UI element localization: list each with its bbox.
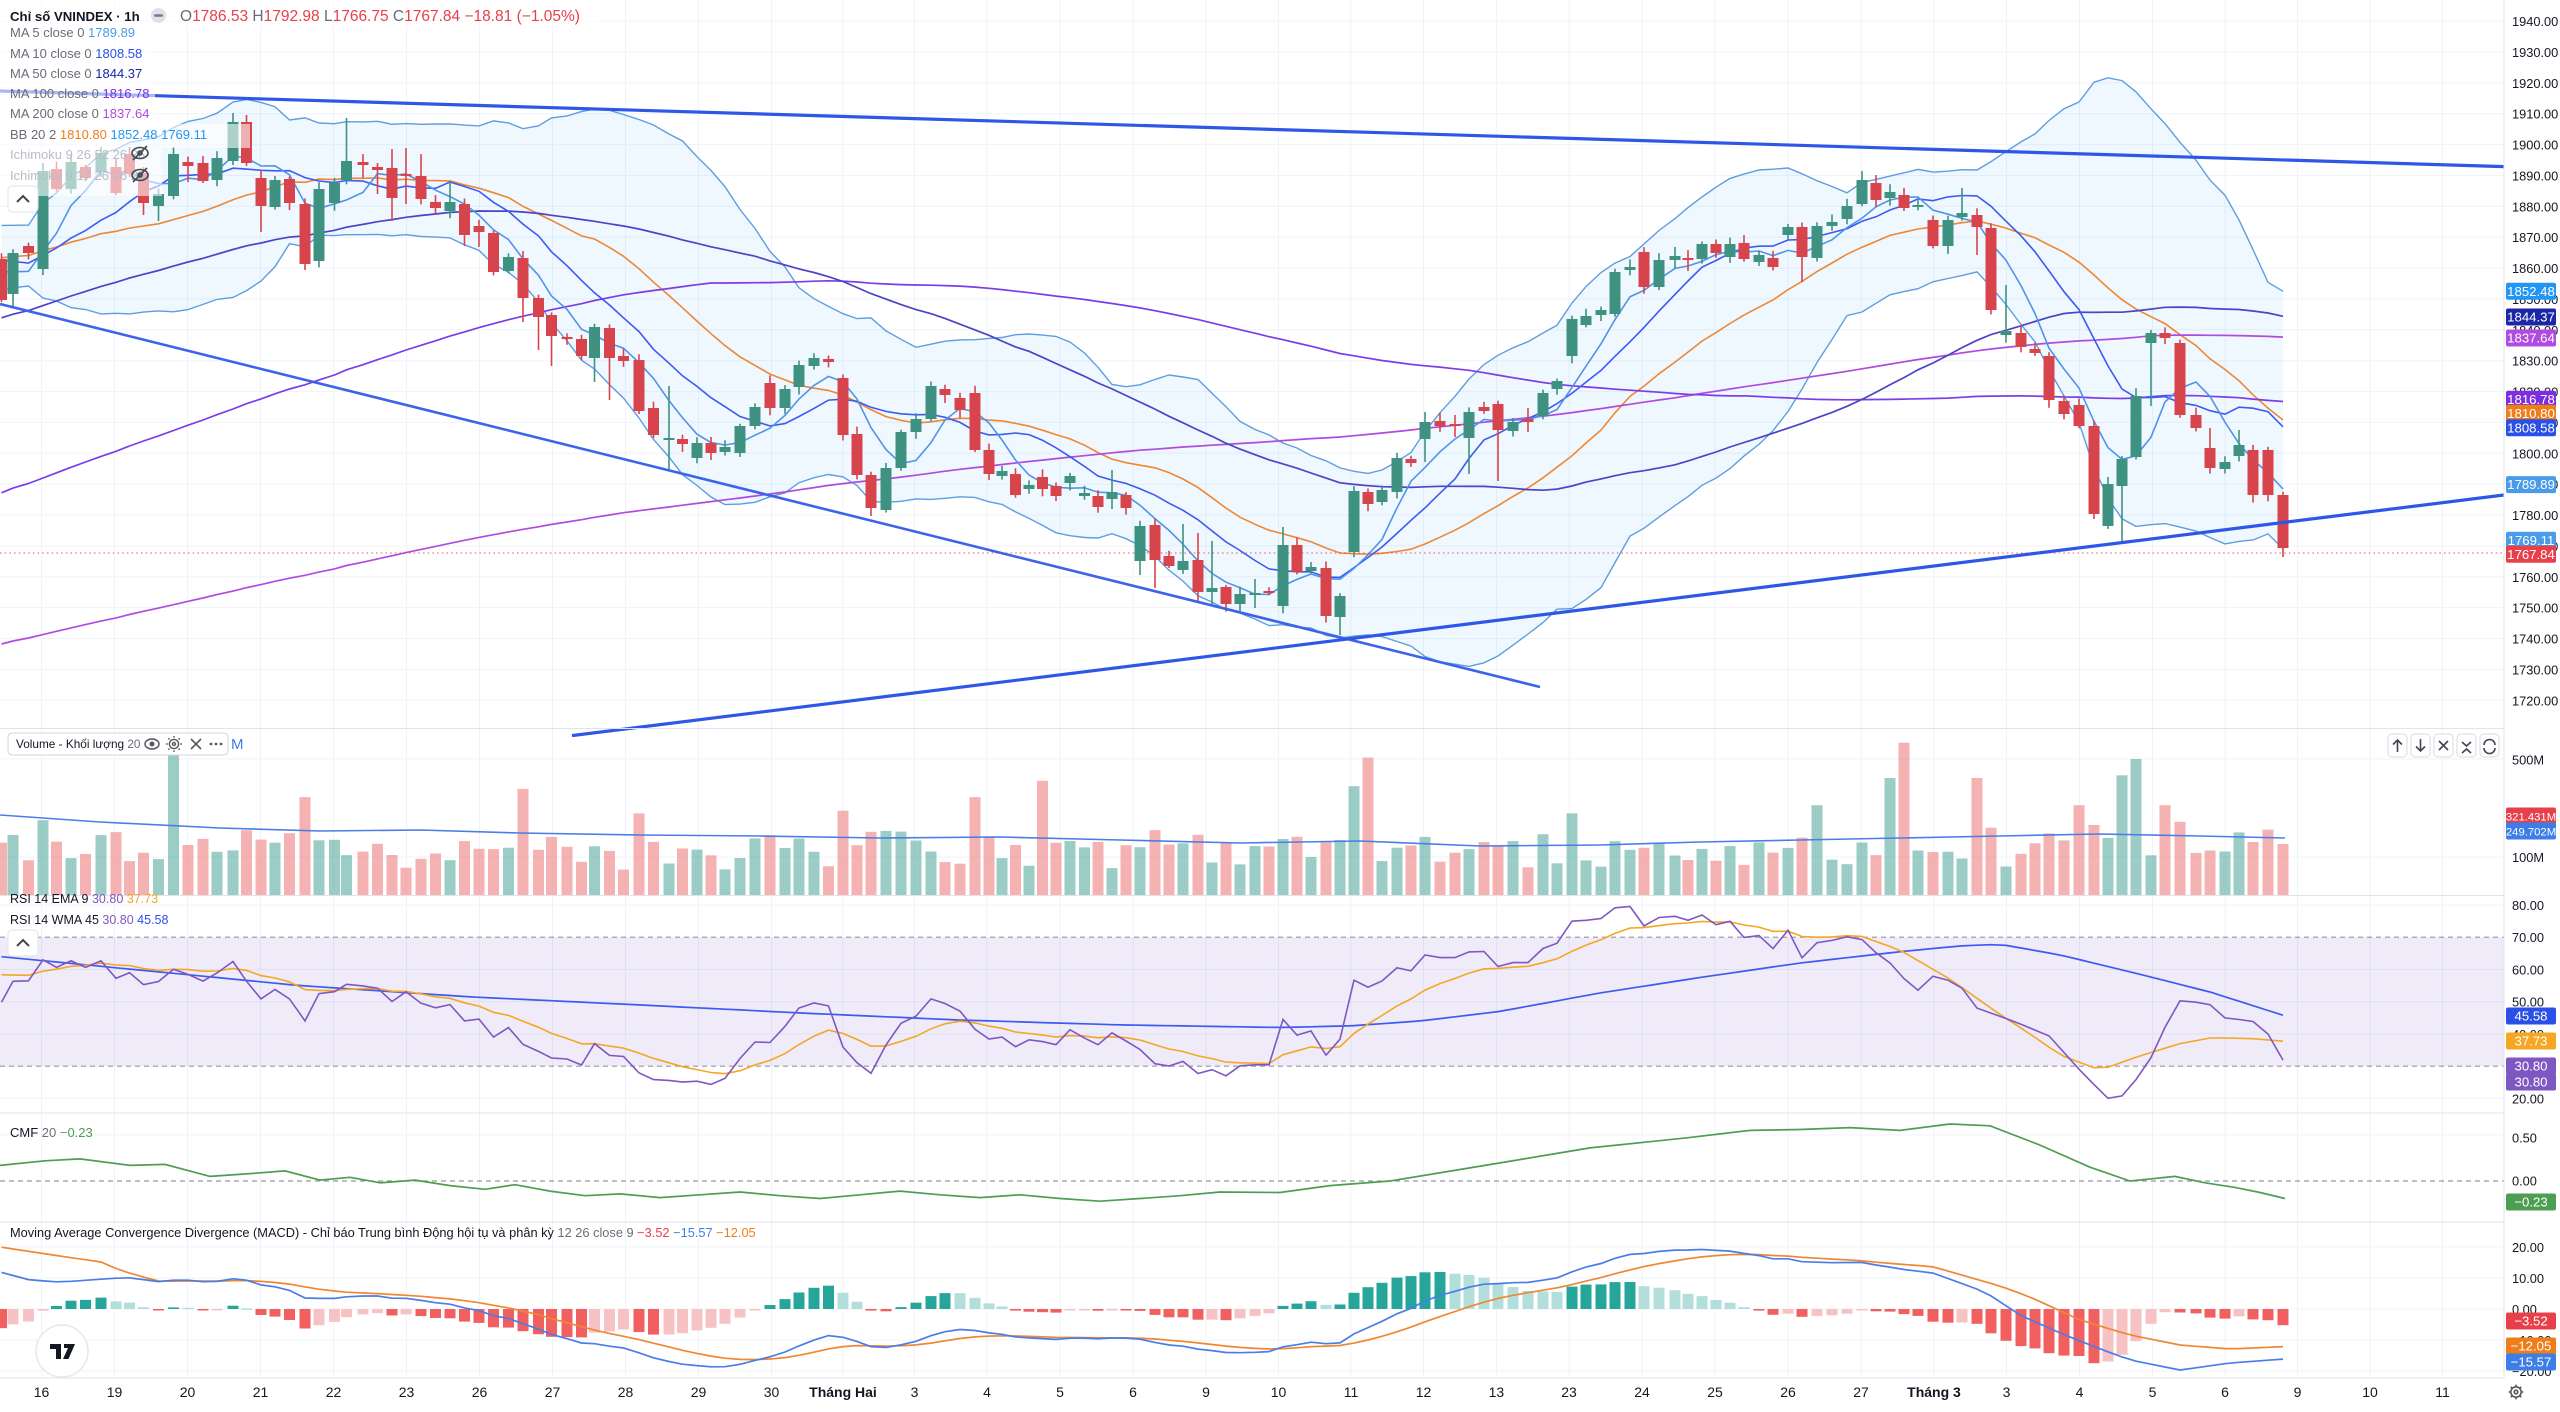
svg-text:Ichimoku 9 17 26 26 26: Ichimoku 9 17 26 26 26: [10, 168, 145, 183]
svg-text:1760.00: 1760.00: [2512, 570, 2558, 585]
svg-text:1844.37: 1844.37: [2507, 310, 2555, 325]
svg-text:1800.00: 1800.00: [2512, 446, 2558, 461]
svg-text:11: 11: [2435, 1384, 2450, 1400]
svg-text:Chỉ số VNINDEX · 1h: Chỉ số VNINDEX · 1h: [10, 9, 140, 24]
svg-text:16: 16: [34, 1384, 50, 1400]
svg-text:−12.05: −12.05: [2511, 1339, 2552, 1354]
svg-text:1730.00: 1730.00: [2512, 662, 2558, 677]
svg-text:RSI 14 WMA 45 30.80 45.58: RSI 14 WMA 45 30.80 45.58: [10, 913, 168, 927]
svg-text:5: 5: [2149, 1384, 2157, 1400]
svg-text:29: 29: [691, 1384, 707, 1400]
svg-text:500M: 500M: [2512, 753, 2544, 768]
svg-text:1920.00: 1920.00: [2512, 76, 2558, 91]
svg-text:9: 9: [1202, 1384, 1210, 1400]
svg-text:1837.64: 1837.64: [2507, 331, 2555, 346]
svg-text:5: 5: [1056, 1384, 1064, 1400]
svg-text:26: 26: [1780, 1384, 1796, 1400]
svg-text:22: 22: [326, 1384, 342, 1400]
svg-text:13: 13: [1489, 1384, 1505, 1400]
svg-text:26: 26: [472, 1384, 488, 1400]
svg-text:1880.00: 1880.00: [2512, 199, 2558, 214]
svg-text:25: 25: [1707, 1384, 1723, 1400]
svg-text:0.00: 0.00: [2512, 1174, 2537, 1189]
svg-text:6: 6: [1129, 1384, 1137, 1400]
svg-text:MA 200 close 0 1837.64: MA 200 close 0 1837.64: [10, 106, 150, 121]
svg-text:19: 19: [107, 1384, 123, 1400]
svg-text:45.58: 45.58: [2514, 1009, 2547, 1024]
svg-text:1900.00: 1900.00: [2512, 138, 2558, 153]
svg-text:20.00: 20.00: [2512, 1091, 2544, 1106]
svg-text:24: 24: [1634, 1384, 1650, 1400]
svg-text:1816.78: 1816.78: [2507, 392, 2555, 407]
svg-text:100M: 100M: [2512, 850, 2544, 865]
svg-text:1852.48: 1852.48: [2507, 284, 2555, 299]
svg-text:20: 20: [180, 1384, 196, 1400]
svg-text:1930.00: 1930.00: [2512, 45, 2558, 60]
svg-text:1740.00: 1740.00: [2512, 632, 2558, 647]
svg-text:10: 10: [2362, 1384, 2378, 1400]
svg-text:MA 50 close 0 1844.37: MA 50 close 0 1844.37: [10, 66, 142, 81]
svg-text:CMF 20 −0.23: CMF 20 −0.23: [10, 1125, 93, 1140]
svg-text:21: 21: [253, 1384, 269, 1400]
svg-text:10.00: 10.00: [2512, 1271, 2544, 1286]
svg-text:249.702M: 249.702M: [2506, 827, 2556, 839]
svg-text:27: 27: [545, 1384, 561, 1400]
svg-text:4: 4: [2076, 1384, 2084, 1400]
svg-text:1789.89: 1789.89: [2507, 477, 2555, 492]
svg-text:30: 30: [764, 1384, 780, 1400]
svg-text:1810.80: 1810.80: [2507, 406, 2555, 421]
svg-text:70.00: 70.00: [2512, 930, 2544, 945]
svg-text:MA 100 close 0 1816.78: MA 100 close 0 1816.78: [10, 86, 150, 101]
svg-text:12: 12: [1416, 1384, 1432, 1400]
svg-text:1830.00: 1830.00: [2512, 354, 2558, 369]
svg-text:MA 10 close 0 1808.58: MA 10 close 0 1808.58: [10, 46, 142, 61]
svg-text:Tháng Hai: Tháng Hai: [809, 1384, 877, 1400]
svg-text:30.80: 30.80: [2514, 1075, 2547, 1090]
svg-text:M: M: [231, 736, 244, 753]
svg-text:50.00: 50.00: [2512, 995, 2544, 1010]
svg-text:1769.11: 1769.11: [2508, 533, 2555, 548]
svg-text:20.00: 20.00: [2512, 1240, 2544, 1255]
svg-text:10: 10: [1271, 1384, 1287, 1400]
svg-text:6: 6: [2221, 1384, 2229, 1400]
svg-text:−0.23: −0.23: [2514, 1195, 2547, 1210]
svg-text:1870.00: 1870.00: [2512, 230, 2558, 245]
svg-text:1940.00: 1940.00: [2512, 14, 2558, 29]
svg-text:27: 27: [1853, 1384, 1869, 1400]
svg-text:BB 20 2 1810.80 1852.48 1769.1: BB 20 2 1810.80 1852.48 1769.11: [10, 127, 207, 142]
svg-text:1910.00: 1910.00: [2512, 107, 2558, 122]
svg-text:80.00: 80.00: [2512, 898, 2544, 913]
svg-text:60.00: 60.00: [2512, 963, 2544, 978]
svg-text:3: 3: [911, 1384, 919, 1400]
svg-text:1780.00: 1780.00: [2512, 508, 2558, 523]
svg-text:23: 23: [1561, 1384, 1577, 1400]
svg-text:−15.57: −15.57: [2511, 1355, 2552, 1370]
svg-text:Ichimoku 9 26 52 26 26: Ichimoku 9 26 52 26 26: [10, 147, 145, 162]
svg-text:O1786.53 H1792.98 L1766.75 C17: O1786.53 H1792.98 L1766.75 C1767.84 −18.…: [180, 8, 580, 25]
svg-text:1808.58: 1808.58: [2507, 420, 2555, 435]
svg-text:321.431M: 321.431M: [2506, 812, 2556, 824]
svg-text:Moving Average Convergence Div: Moving Average Convergence Divergence (M…: [10, 1225, 756, 1240]
svg-text:Tháng 3: Tháng 3: [1907, 1384, 1961, 1400]
svg-text:4: 4: [983, 1384, 991, 1400]
svg-text:23: 23: [399, 1384, 415, 1400]
svg-text:1720.00: 1720.00: [2512, 693, 2558, 708]
svg-text:−3.52: −3.52: [2514, 1314, 2547, 1329]
svg-text:11: 11: [1344, 1384, 1359, 1400]
svg-text:MA 5 close 0 1789.89: MA 5 close 0 1789.89: [10, 25, 135, 40]
svg-text:3: 3: [2003, 1384, 2011, 1400]
svg-text:1767.84: 1767.84: [2507, 547, 2555, 562]
svg-text:Volume - Khối lượng 20: Volume - Khối lượng 20: [16, 737, 141, 751]
svg-text:RSI 14 EMA 9 30.80 37.73: RSI 14 EMA 9 30.80 37.73: [10, 892, 158, 906]
svg-text:28: 28: [618, 1384, 634, 1400]
svg-text:0.50: 0.50: [2512, 1131, 2537, 1146]
svg-text:1890.00: 1890.00: [2512, 169, 2558, 184]
svg-text:1750.00: 1750.00: [2512, 601, 2558, 616]
svg-text:9: 9: [2294, 1384, 2302, 1400]
svg-text:37.73: 37.73: [2514, 1034, 2547, 1049]
svg-text:30.80: 30.80: [2514, 1059, 2547, 1074]
svg-text:1860.00: 1860.00: [2512, 261, 2558, 276]
